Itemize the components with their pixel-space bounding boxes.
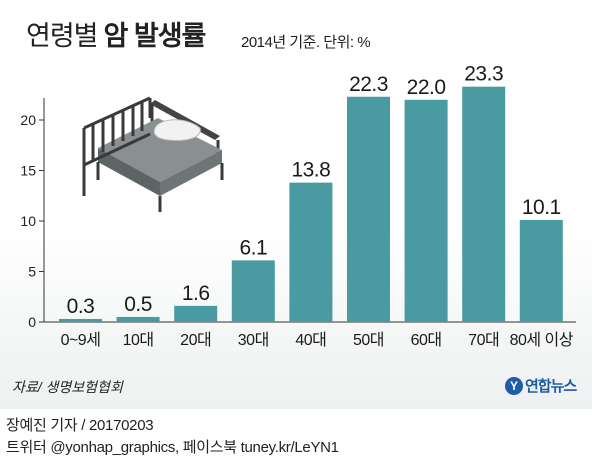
data-label: 22.0: [407, 76, 446, 99]
data-label: 13.8: [291, 159, 330, 182]
logo-name: 연합뉴스: [525, 378, 577, 395]
bar: [404, 99, 448, 322]
credit-line-social: 트위터 @yonhap_graphics, 페이스북 tuney.kr/LeYN…: [6, 439, 339, 456]
data-label: 10.1: [522, 196, 561, 219]
data-label: 0.3: [67, 295, 95, 318]
logo-mark: Y: [505, 376, 523, 395]
bar: [231, 260, 275, 322]
bar: [347, 96, 390, 323]
x-tick-label: 30대: [238, 331, 269, 349]
y-tick-label: 20: [20, 112, 36, 128]
x-tick-label: 10대: [123, 331, 154, 349]
y-tick-label: 15: [20, 163, 36, 179]
infographic-card: 연령별 암 발생률 2014년 기준. 단위: %: [0, 0, 592, 409]
y-tick-label: 5: [28, 264, 36, 280]
x-tick-label: 40대: [295, 331, 326, 349]
data-label: 6.1: [239, 236, 267, 259]
bar: [174, 305, 218, 322]
data-label: 0.5: [124, 293, 152, 316]
bar-chart: 0 5 10 15 20 0.3 0~9세 0.5 10대 1.6 20대 6.1 30대 13.8 40…: [20, 63, 576, 349]
title-prefix: 연령별: [26, 21, 99, 51]
page-title: 연령별 암 발생률: [26, 14, 207, 53]
bar: [289, 182, 333, 322]
data-label: 1.6: [182, 282, 210, 305]
credit-line-author: 장예진 기자 / 20170203: [6, 417, 154, 434]
data-label: 23.3: [464, 63, 503, 86]
x-tick-label: 50대: [353, 331, 384, 349]
y-tick-label: 0: [28, 314, 36, 330]
bar: [462, 86, 506, 322]
bar: [59, 318, 102, 322]
data-label: 22.3: [349, 73, 388, 96]
x-tick-label: 0~9세: [61, 331, 101, 349]
bed-icon: [82, 96, 224, 212]
x-tick-label: 70대: [468, 331, 499, 349]
title-strong: 암 발생률: [103, 21, 207, 51]
bar: [519, 219, 563, 322]
unit-note: 2014년 기준. 단위: %: [241, 34, 371, 51]
bar: [116, 316, 160, 322]
source-note: 자료/ 생명보험협회: [12, 379, 123, 395]
y-tick-label: 10: [20, 213, 36, 229]
x-tick-label: 60대: [411, 331, 442, 349]
x-tick-label: 20대: [180, 331, 211, 349]
x-tick-label: 80세 이상: [510, 331, 574, 349]
yonhap-logo: Y 연합뉴스: [505, 375, 577, 396]
